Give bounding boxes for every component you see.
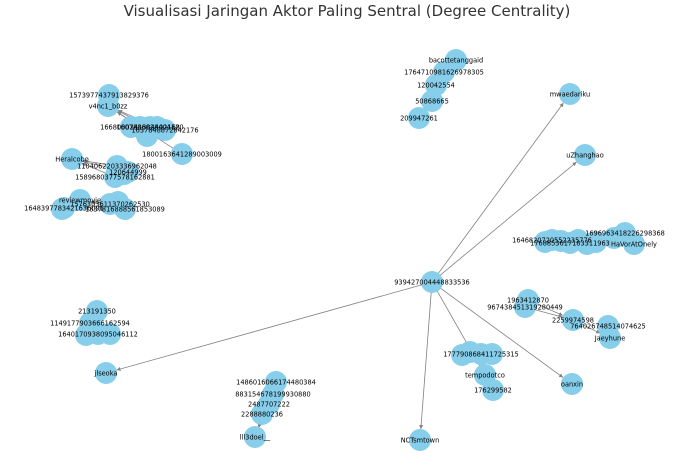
node-label-n8: v4nc1_b0zz xyxy=(89,102,128,110)
node-label-n12: 1800163641289003009 xyxy=(142,150,222,158)
node-circle-n34[interactable] xyxy=(87,323,109,345)
node-label-n20: 1648397783421636091 xyxy=(24,204,104,212)
node-circle-n14[interactable] xyxy=(61,148,83,170)
edge-n26-n6 xyxy=(435,102,564,277)
node-label-n40: 1486016066174480384 xyxy=(236,378,316,386)
nodes-layer xyxy=(51,49,645,451)
node-circle-n29[interactable] xyxy=(562,309,584,331)
node-circle-n38[interactable] xyxy=(561,373,583,395)
node-label-n26: 939427004448833536 xyxy=(394,278,470,286)
node-label-n42: 2487707222 xyxy=(248,400,290,408)
node-label-n31: Jaeyhune xyxy=(594,334,626,342)
node-label-n38: oanxin xyxy=(561,380,583,388)
node-label-n23: 1696963418226298368 xyxy=(585,229,665,237)
node-label-n34: 1640170938095046112 xyxy=(58,330,138,338)
node-circle-n24[interactable] xyxy=(559,232,581,254)
node-label-n6: mwaedariku xyxy=(550,90,590,98)
node-label-n21: 1837816888561853089 xyxy=(85,205,165,213)
node-label-n37: 176299582 xyxy=(474,386,512,394)
node-label-n44: lll3doel__ xyxy=(240,433,271,441)
node-circle-n20[interactable] xyxy=(53,197,75,219)
node-circle-n45[interactable] xyxy=(409,429,431,451)
node-circle-n26[interactable] xyxy=(421,271,443,293)
node-label-n27: 1963412870 xyxy=(507,296,549,304)
node-label-n45: NCTsmtown xyxy=(401,436,440,444)
edge-n26-n13 xyxy=(436,161,577,279)
node-label-n35: 177790868411725315 xyxy=(443,350,519,358)
edge-n26-n39 xyxy=(116,283,426,371)
edge-n26-n38 xyxy=(437,285,564,378)
node-circle-n4[interactable] xyxy=(421,90,443,112)
node-circle-n5[interactable] xyxy=(408,107,430,129)
node-label-n24: 1768853617183311963 xyxy=(530,239,610,247)
node-label-n10: 1607886028404120 xyxy=(116,123,183,131)
labels-layer: bacottetanggaid 1764710981626978305 120042… xyxy=(24,56,665,444)
edge-n26-n45 xyxy=(419,288,432,430)
node-label-n43: 2288880236 xyxy=(241,410,283,418)
node-circle-n6[interactable] xyxy=(559,83,581,105)
node-label-n17: 1589680377578162881 xyxy=(75,173,155,181)
edge-n27-n29 xyxy=(533,302,564,316)
node-label-n11: 1637848872842176 xyxy=(131,126,198,134)
node-circle-n11[interactable] xyxy=(154,119,176,141)
node-circle-n28[interactable] xyxy=(514,296,536,318)
node-circle-n39[interactable] xyxy=(95,362,117,384)
node-label-n28: 967438451319280449 xyxy=(487,303,563,311)
node-label-n9: 1668000241384402168 xyxy=(100,123,180,131)
node-circle-n37[interactable] xyxy=(482,379,504,401)
node-label-n25: HaVorAtOnely xyxy=(611,240,657,248)
node-circle-n12[interactable] xyxy=(171,143,193,165)
node-label-n5: 209947261 xyxy=(400,114,438,122)
node-label-n13: uZhanghao xyxy=(566,151,604,159)
node-circle-n13[interactable] xyxy=(574,144,596,166)
node-circle-n35[interactable] xyxy=(470,343,492,365)
node-circle-n21[interactable] xyxy=(114,198,136,220)
node-circle-n17[interactable] xyxy=(104,166,126,188)
node-label-n33: 1149177903666162594 xyxy=(50,319,130,327)
edge-n15-n14 xyxy=(82,159,111,166)
node-label-n1: bacottetanggaid xyxy=(429,56,483,64)
node-label-n18: reviewmovie xyxy=(59,196,101,204)
node-label-n16: 120644999 xyxy=(109,168,147,176)
node-label-n3: 120042554 xyxy=(417,81,455,89)
node-label-n7: 1573977437913829376 xyxy=(69,91,149,99)
edge-n17-n14 xyxy=(81,162,110,175)
node-label-n14: Heralcobo xyxy=(55,155,88,163)
node-label-n2: 1764710981626978305 xyxy=(404,68,484,76)
node-label-n36: tempodotco xyxy=(465,371,505,379)
node-label-n29: 2259974598 xyxy=(552,316,594,324)
node-circle-n25[interactable] xyxy=(623,233,645,255)
node-label-n22: 1646820720552235776 xyxy=(512,236,592,244)
node-circle-n8[interactable] xyxy=(97,95,119,117)
node-label-n32: 213191350 xyxy=(78,307,116,315)
node-label-n15: 1104062203336962048 xyxy=(77,162,157,170)
node-label-n19: 1576303611370262530 xyxy=(70,200,150,208)
node-circle-n44[interactable] xyxy=(244,426,266,448)
cluster-node-circle xyxy=(585,231,607,253)
chart-title: Visualisasi Jaringan Aktor Paling Sentra… xyxy=(124,2,571,20)
node-label-n4: 50868665 xyxy=(415,97,449,105)
node-circle-n22[interactable] xyxy=(541,229,563,251)
edge-n28-n29 xyxy=(531,308,563,319)
node-label-n39: jlseoka xyxy=(94,369,118,377)
node-circle-n31[interactable] xyxy=(599,327,621,349)
node-circle-n43[interactable] xyxy=(251,403,273,425)
node-label-n30: 764026748514074625 xyxy=(570,322,646,330)
node-label-n41: 883154678199930880 xyxy=(235,390,311,398)
